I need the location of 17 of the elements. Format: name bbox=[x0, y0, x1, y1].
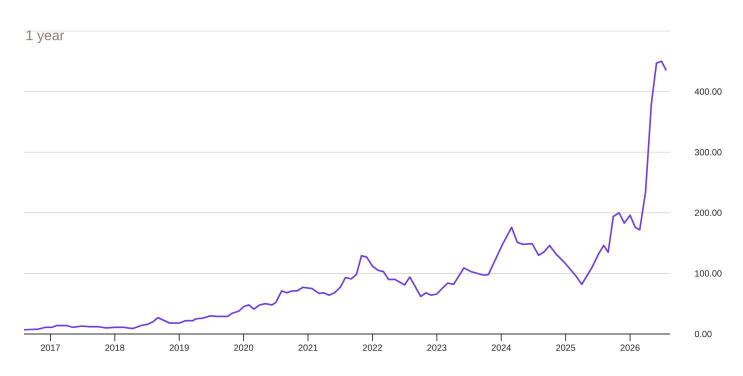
y-tick-label: 300.00 bbox=[694, 149, 722, 156]
y-tick-label: 100.00 bbox=[695, 270, 722, 277]
x-tick-label: 2024 bbox=[492, 344, 511, 351]
x-tick-label: 2022 bbox=[362, 344, 382, 351]
y-tick-label: 400.00 bbox=[694, 88, 722, 95]
line-series bbox=[23, 60, 667, 331]
y-tick-label: 200.00 bbox=[694, 210, 722, 216]
x-tick-label: 2026 bbox=[620, 344, 640, 351]
x-tick-label: 2018 bbox=[105, 344, 124, 351]
x-tick-label: 2017 bbox=[40, 344, 60, 351]
x-tick-label: 2019 bbox=[170, 344, 189, 351]
y-tick-label: 0.00 bbox=[694, 330, 712, 338]
chart-title: 1 year bbox=[26, 30, 64, 44]
x-tick-label: 2021 bbox=[298, 344, 318, 351]
x-tick-label: 2020 bbox=[234, 344, 254, 351]
x-tick-label: 2023 bbox=[427, 344, 446, 351]
x-tick-label: 2025 bbox=[556, 344, 576, 351]
